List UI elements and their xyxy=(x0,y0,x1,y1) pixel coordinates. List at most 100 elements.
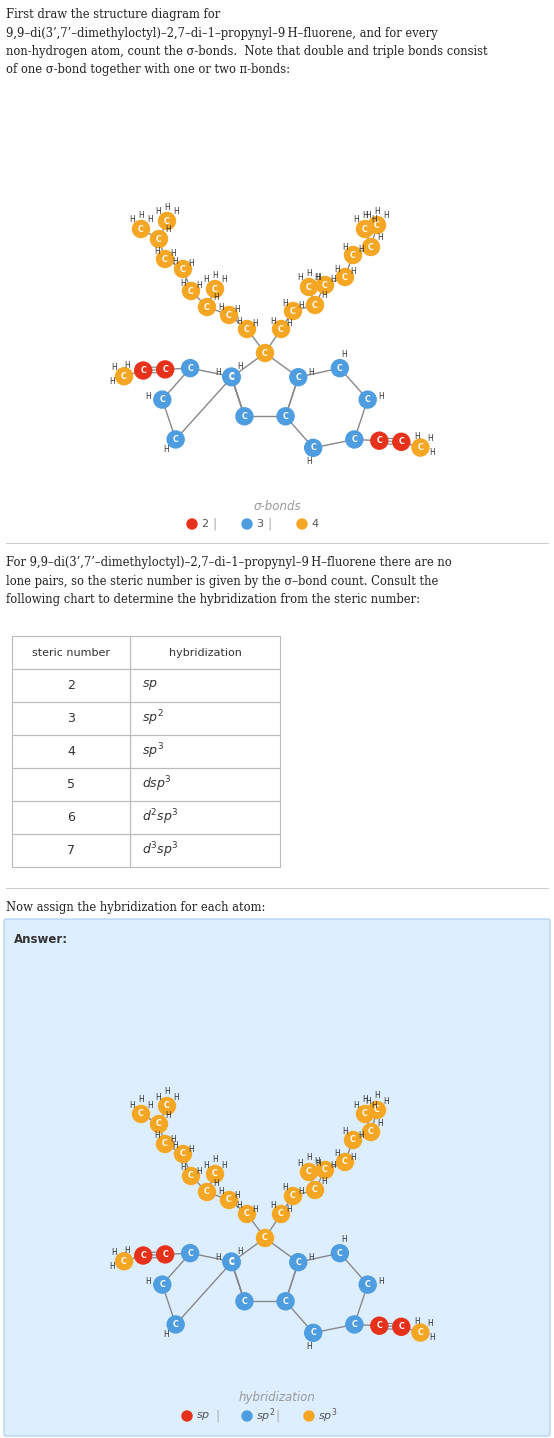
Text: C: C xyxy=(187,1248,193,1258)
Text: C: C xyxy=(162,365,168,374)
Text: H: H xyxy=(138,1096,144,1104)
Text: H: H xyxy=(341,1235,347,1244)
Circle shape xyxy=(116,368,132,385)
Bar xyxy=(130,834,280,867)
Circle shape xyxy=(175,1146,192,1162)
Text: H: H xyxy=(147,216,153,224)
Text: C: C xyxy=(160,1280,165,1288)
Circle shape xyxy=(306,1182,324,1198)
Text: C: C xyxy=(228,1257,234,1265)
Text: H: H xyxy=(155,1093,161,1102)
Text: H: H xyxy=(173,1093,179,1102)
Text: C: C xyxy=(187,364,193,372)
Circle shape xyxy=(346,1316,363,1333)
Circle shape xyxy=(182,1411,192,1421)
Text: H: H xyxy=(330,1160,336,1169)
Circle shape xyxy=(393,1319,410,1336)
Text: C: C xyxy=(290,306,296,315)
Text: C: C xyxy=(140,367,146,375)
Circle shape xyxy=(156,250,173,267)
Bar xyxy=(130,768,280,801)
Circle shape xyxy=(362,1123,379,1140)
Text: C: C xyxy=(374,1106,380,1114)
Text: C: C xyxy=(164,217,170,226)
Circle shape xyxy=(236,1293,253,1310)
Text: $sp^{3}$: $sp^{3}$ xyxy=(318,1406,337,1425)
Text: C: C xyxy=(376,1322,382,1330)
Circle shape xyxy=(304,1411,314,1421)
Text: C: C xyxy=(337,1248,343,1258)
Bar xyxy=(130,735,280,768)
Circle shape xyxy=(371,1317,388,1334)
Circle shape xyxy=(157,361,173,378)
Text: H: H xyxy=(172,1142,178,1150)
Text: C: C xyxy=(342,1158,348,1166)
Text: Answer:: Answer: xyxy=(14,933,68,946)
Text: H: H xyxy=(298,1186,304,1195)
Text: H: H xyxy=(236,316,242,325)
Text: $d^{3}sp^{3}$: $d^{3}sp^{3}$ xyxy=(142,841,179,860)
Text: C: C xyxy=(262,1234,268,1242)
Circle shape xyxy=(331,360,348,377)
Circle shape xyxy=(357,220,373,237)
Text: C: C xyxy=(162,1250,168,1258)
Text: C: C xyxy=(365,1280,371,1288)
Text: H: H xyxy=(180,279,186,288)
Circle shape xyxy=(223,368,240,385)
Circle shape xyxy=(132,220,150,237)
Text: H: H xyxy=(196,282,202,290)
Text: 4: 4 xyxy=(67,745,75,758)
Text: H: H xyxy=(212,270,218,279)
Text: H: H xyxy=(188,1145,194,1153)
Text: C: C xyxy=(226,1195,232,1205)
Text: H: H xyxy=(374,207,380,216)
Circle shape xyxy=(306,296,324,313)
Text: C: C xyxy=(173,1320,178,1329)
Text: H: H xyxy=(377,233,383,243)
Circle shape xyxy=(151,1116,167,1133)
Text: H: H xyxy=(154,1132,160,1140)
Circle shape xyxy=(175,260,192,278)
Text: H: H xyxy=(282,1183,288,1192)
Circle shape xyxy=(135,1247,152,1264)
Text: H: H xyxy=(314,272,320,282)
Text: H: H xyxy=(218,302,224,312)
Text: H: H xyxy=(358,246,364,255)
Circle shape xyxy=(220,306,238,324)
Circle shape xyxy=(158,213,176,230)
Text: σ-bonds: σ-bonds xyxy=(253,499,301,512)
Circle shape xyxy=(305,1324,322,1342)
Text: C: C xyxy=(228,372,234,381)
Bar xyxy=(12,669,130,702)
Text: H: H xyxy=(342,1127,348,1136)
Circle shape xyxy=(223,368,240,385)
Text: C: C xyxy=(138,1110,144,1119)
Text: H: H xyxy=(234,305,240,315)
Circle shape xyxy=(368,217,386,233)
Text: C: C xyxy=(312,1185,318,1195)
Text: $sp$: $sp$ xyxy=(196,1411,211,1422)
Text: H: H xyxy=(358,1130,364,1139)
Text: C: C xyxy=(244,1209,250,1218)
Circle shape xyxy=(346,431,363,449)
Text: H: H xyxy=(321,292,327,301)
Text: C: C xyxy=(290,1192,296,1201)
Text: H: H xyxy=(188,259,194,269)
Text: H: H xyxy=(342,243,348,252)
Text: H: H xyxy=(314,1158,320,1166)
Circle shape xyxy=(285,1188,301,1205)
Text: H: H xyxy=(238,1247,243,1255)
Text: H: H xyxy=(306,457,311,466)
Text: H: H xyxy=(236,1202,242,1211)
Circle shape xyxy=(290,368,307,385)
Text: H: H xyxy=(309,1254,315,1263)
Text: H: H xyxy=(111,1248,117,1257)
Text: C: C xyxy=(162,1139,168,1149)
Circle shape xyxy=(242,1411,252,1421)
Text: C: C xyxy=(283,1297,289,1306)
Text: C: C xyxy=(262,348,268,358)
Text: H: H xyxy=(341,351,347,360)
Text: C: C xyxy=(180,1149,186,1159)
Text: C: C xyxy=(374,220,380,230)
Text: H: H xyxy=(270,316,276,325)
